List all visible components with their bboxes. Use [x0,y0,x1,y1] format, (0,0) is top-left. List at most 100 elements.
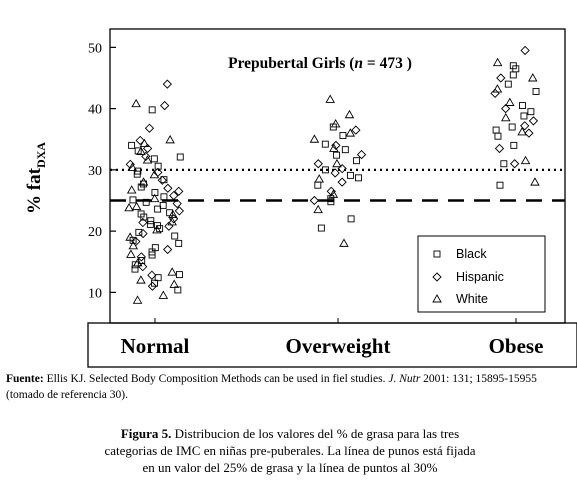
data-point-hispanic [490,88,500,98]
data-point-black [134,167,142,175]
data-point-hispanic [313,159,323,169]
data-point-white [505,97,515,106]
category-label-normal: Normal [121,334,190,358]
data-point-hispanic [520,45,530,56]
chart-title-eq: = 473 ) [363,55,412,72]
data-point-hispanic [138,262,148,272]
data-point-black [519,102,526,110]
data-point-hispanic [331,140,341,151]
data-point-white [131,98,141,108]
data-point-black [147,217,155,225]
data-point-hispanic [326,186,336,196]
data-point-black [346,171,354,179]
data-point-white [125,232,135,241]
data-point-white [314,174,325,183]
data-point-black [154,205,162,213]
chart-title-n: n [354,55,363,72]
y-tick-label: 10 [88,286,102,301]
data-point-black [339,132,347,140]
data-point-white [132,258,143,267]
data-point-white [149,169,160,179]
data-point-hispanic [520,121,530,131]
data-point-black [153,222,161,230]
data-point-black [175,239,183,247]
data-point-black [492,126,500,134]
data-point-white [168,209,178,219]
data-point-hispanic [356,149,367,160]
data-point-white [520,155,531,165]
data-point-hispanic [510,159,520,169]
data-point-black [154,274,162,282]
data-point-white [501,112,511,122]
data-point-black [146,220,154,228]
data-point-black [510,141,518,149]
data-point-white [328,189,339,198]
data-point-white [158,290,169,299]
data-point-black [135,228,143,236]
data-point-white [165,134,175,144]
data-point-hispanic [174,186,184,196]
y-tick-label: 50 [88,41,102,56]
source-label: Fuente: [6,373,44,385]
data-point-white [167,217,177,226]
data-point-black [129,196,137,204]
data-point-hispanic [337,164,347,174]
y-tick-label: 20 [88,225,102,240]
data-point-hispanic [163,244,173,255]
data-point-hispanic [169,190,179,201]
data-point-black [131,265,139,273]
legend-label-hispanic: Hispanic [456,270,504,284]
category-label-obese: Obese [489,334,544,358]
data-point-hispanic [162,79,172,89]
data-point-black [509,62,517,70]
data-point-black [159,201,167,209]
data-point-hispanic [524,128,534,138]
data-point-hispanic [147,270,157,280]
data-point-black [317,224,325,232]
caption-line-2: categorias de IMC en niñas pre-puberales… [104,443,476,458]
legend-marker-hispanic [432,272,442,282]
data-point-black [509,71,517,79]
chart-title: Prepubertal Girls (n = 473 ) [228,55,412,72]
data-point-black [171,232,179,240]
data-point-black [347,215,355,223]
data-point-black [150,155,158,163]
data-point-black [160,193,168,201]
data-point-white [330,119,341,128]
data-point-white [152,224,162,234]
source-text-b: 2001: 131; 15895-15955 (tomado de refere… [6,373,537,401]
caption-line-1: Distribucion de los valores del % de gra… [171,426,460,441]
data-point-white [530,177,540,186]
data-point-white [128,240,139,250]
source-journal: J. Nutr [388,373,421,385]
data-point-hispanic [144,123,155,133]
data-point-white [127,162,138,171]
data-point-white [126,249,136,258]
data-point-white [136,275,146,284]
data-point-white [325,94,335,103]
data-point-white [124,202,134,212]
y-axis-label: % fatDXA [24,142,48,214]
caption-label: Figura 5. [120,426,172,441]
legend-label-black: Black [456,247,487,261]
data-point-hispanic [174,206,184,216]
data-point-hispanic [309,195,319,206]
chart-title-main: Prepubertal Girls ( [228,55,354,72]
data-point-white [492,57,503,67]
figure-caption: Figura 5. Distribucion de los valores de… [40,425,540,476]
data-point-hispanic [160,100,170,111]
data-point-hispanic [125,159,135,169]
source-note: Fuente: Ellis KJ. Selected Body Composit… [6,371,572,403]
data-point-black [527,108,535,116]
data-point-white [332,158,342,168]
data-point-black [322,166,329,174]
data-point-white [527,73,538,82]
data-point-black [148,106,156,114]
y-tick-label: 30 [88,164,102,179]
data-point-hispanic [163,183,173,193]
data-point-black [341,146,349,154]
data-point-black [333,151,341,159]
data-point-black [131,261,139,269]
data-point-white [136,146,146,155]
